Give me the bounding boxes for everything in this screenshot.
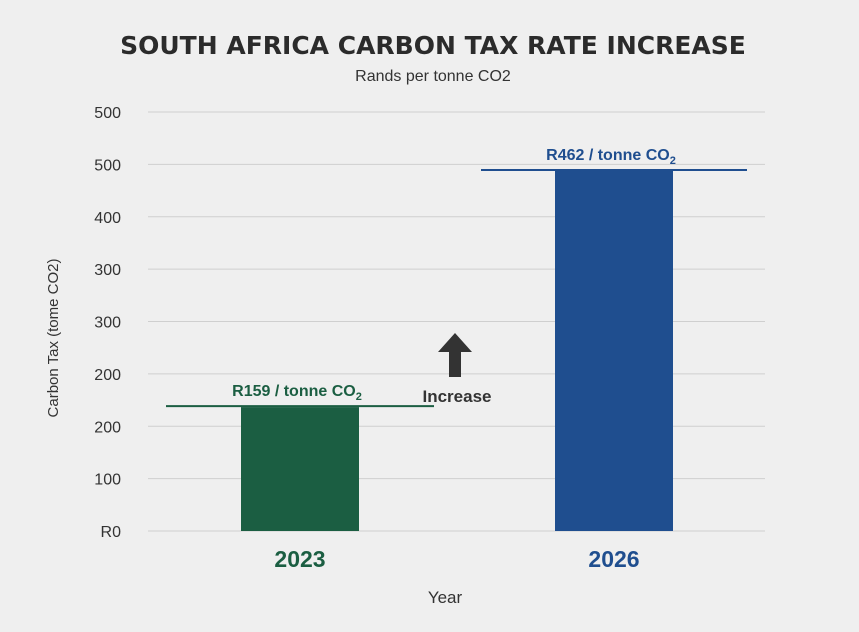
- y-axis-ticks: R0 100 200 200 300 300 400 500 500: [94, 105, 121, 541]
- annotation-text: Increase: [423, 387, 492, 406]
- bar-2026: [555, 171, 673, 531]
- y-tick-label: 300: [94, 315, 121, 332]
- y-tick-label: 100: [94, 472, 121, 489]
- data-label: R159 / tonne CO2: [232, 383, 362, 403]
- y-tick-label: 400: [94, 210, 121, 227]
- x-axis-ticks: 2023 2026: [274, 546, 639, 572]
- bar-2023: [241, 407, 359, 531]
- data-labels: R159 / tonne CO2 R462 / tonne CO2: [232, 147, 676, 403]
- up-arrow-icon: [438, 333, 472, 377]
- x-tick-label: 2023: [274, 546, 325, 572]
- increase-annotation: Increase: [423, 333, 492, 406]
- chart-title: SOUTH AFRICA CARBON TAX RATE INCREASE: [120, 31, 746, 60]
- y-tick-label: 200: [94, 419, 121, 436]
- bars: [166, 169, 747, 531]
- y-tick-label: 500: [94, 157, 121, 174]
- x-axis-label: Year: [428, 588, 463, 607]
- y-axis-label: Carbon Tax (tome CO2): [45, 259, 62, 418]
- chart-subtitle: Rands per tonne CO2: [355, 68, 511, 85]
- y-tick-label: R0: [101, 524, 122, 541]
- data-label: R462 / tonne CO2: [546, 147, 676, 167]
- y-tick-label: 200: [94, 367, 121, 384]
- x-tick-label: 2026: [588, 546, 639, 572]
- y-tick-label: 300: [94, 262, 121, 279]
- y-tick-label: 500: [94, 105, 121, 122]
